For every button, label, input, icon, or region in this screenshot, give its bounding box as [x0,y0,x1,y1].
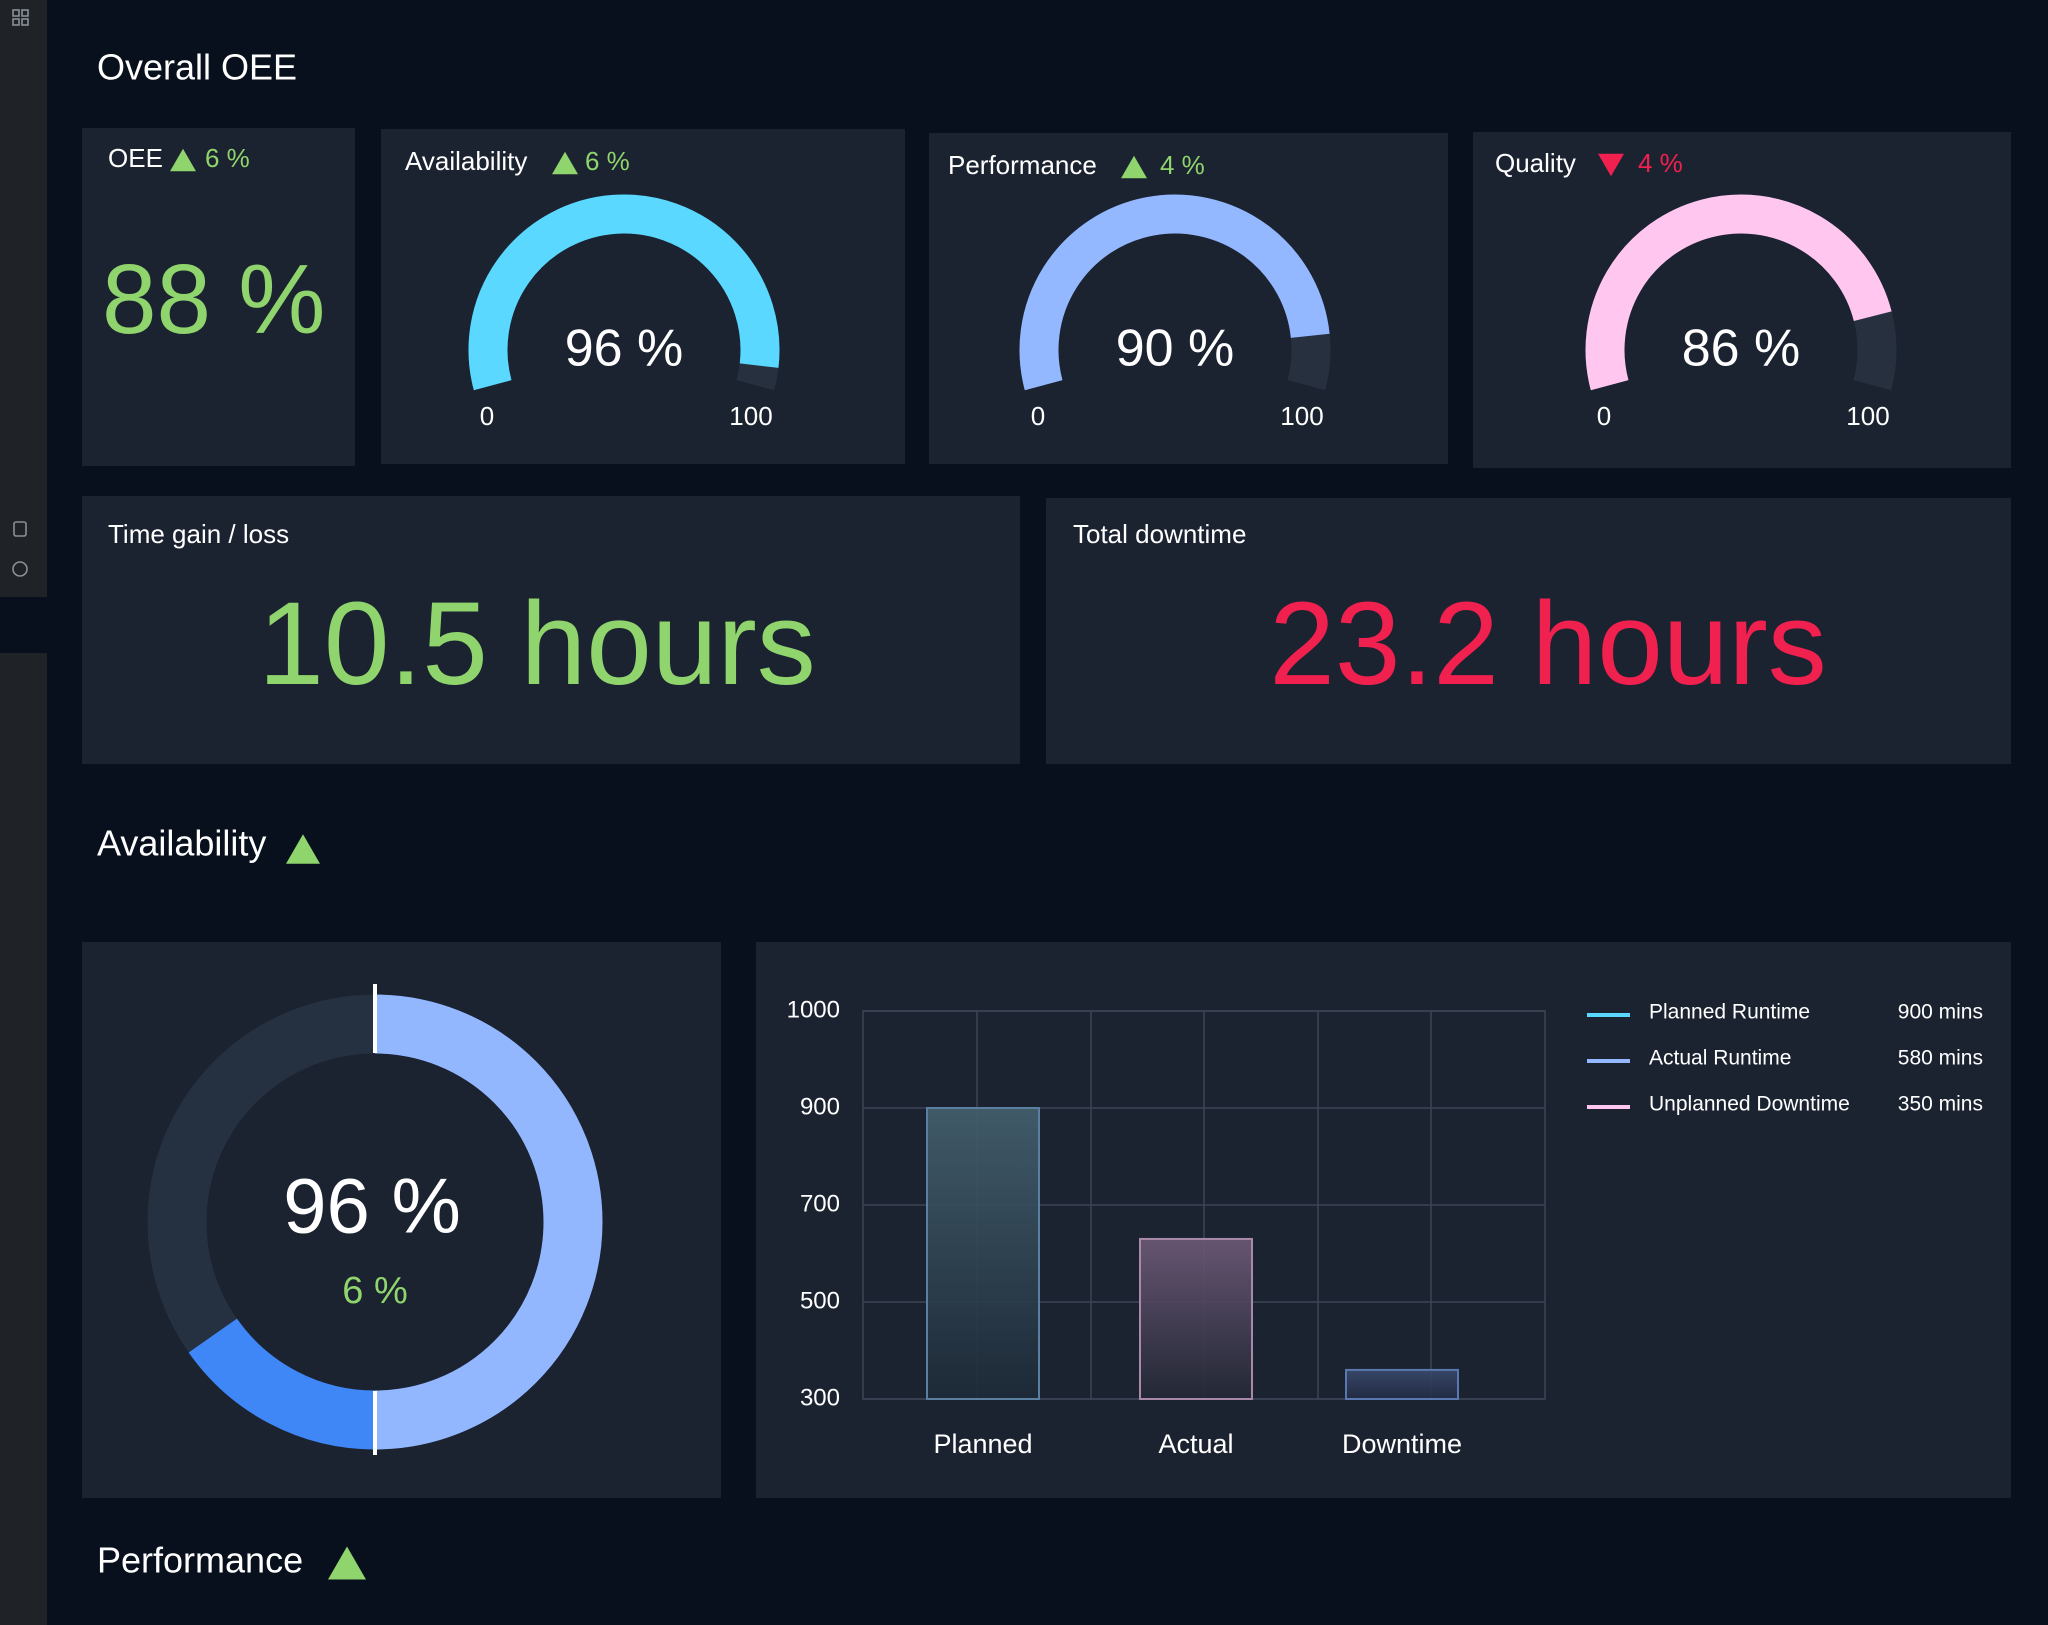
section-heading: Performance [97,1540,303,1581]
legend-value: 350 mins [1898,1093,1983,1116]
grid-icon [21,18,29,26]
card [381,129,905,464]
gauge-value: 96 % [565,320,684,378]
sidebar-gap [0,597,47,653]
gauge-change: 4 % [1160,150,1205,180]
kpi-label: OEE [108,143,163,173]
card [82,496,1020,764]
trend-icon [1598,153,1624,177]
x-tick-label: Actual [1158,1429,1233,1459]
kpi-value: 23.2 hours [1269,578,1827,710]
trend-icon [170,148,196,172]
logout-icon[interactable] [13,521,27,537]
donut-segment [374,994,603,1450]
gauge-min: 0 [1597,401,1611,431]
gauge-change: 4 % [1638,148,1683,178]
sidebar-icons [12,9,29,577]
legend-name: Unplanned Downtime [1649,1093,1850,1116]
bar [926,1107,1040,1400]
gauge-min: 0 [480,401,494,431]
trend-icon [552,151,578,175]
legend-value: 900 mins [1898,1001,1983,1024]
gauge-arc [468,194,780,391]
legend-value: 580 mins [1898,1047,1983,1070]
kpi-value: 88 % [102,244,325,354]
gauge-min: 0 [1031,401,1045,431]
kpi-label: Time gain / loss [108,519,289,549]
legend-name: Actual Runtime [1649,1047,1791,1070]
x-tick-label: Planned [933,1429,1032,1459]
page-title: Overall OEE [97,47,297,88]
gauge-change: 6 % [585,146,630,176]
sidebar [0,0,47,1625]
donut-value: 96 % [283,1162,461,1250]
x-tick-label: Downtime [1342,1429,1462,1459]
legend-name: Planned Runtime [1649,1001,1810,1024]
gauge-arc [1585,195,1892,391]
gauge-max: 100 [729,401,772,431]
grid-icon[interactable] [12,9,20,17]
y-tick-label: 1000 [787,996,840,1023]
gauge-max: 100 [1280,401,1323,431]
kpi-label: Total downtime [1073,519,1246,549]
help-icon[interactable] [12,561,28,577]
donut-segment [188,1318,376,1450]
kpi-value: 10.5 hours [258,578,816,710]
y-tick-label: 300 [800,1384,840,1411]
grid-icon [12,18,20,26]
bar [1139,1237,1253,1400]
trend-icon [286,834,320,864]
gauge-value: 86 % [1682,320,1801,378]
cards [82,128,2011,1498]
trend-icon [328,1546,366,1580]
grid-icon [21,9,29,17]
gauge-arc [1019,194,1330,391]
y-tick-label: 500 [800,1287,840,1314]
gauge-label: Performance [948,150,1097,180]
donut-change: 6 % [342,1270,407,1312]
gauge-label: Availability [405,146,527,176]
gauge-value: 90 % [1116,320,1235,378]
card [929,133,1448,464]
y-tick-label: 900 [800,1093,840,1120]
y-tick-label: 700 [800,1190,840,1217]
bar [1345,1368,1459,1401]
gauge-max: 100 [1846,401,1889,431]
card [1046,498,2011,764]
gauge-label: Quality [1495,148,1576,178]
card [1473,132,2011,468]
kpi-change: 6 % [205,143,250,173]
card [82,128,355,466]
trend-icon [1121,155,1147,179]
section-heading: Availability [97,823,266,864]
